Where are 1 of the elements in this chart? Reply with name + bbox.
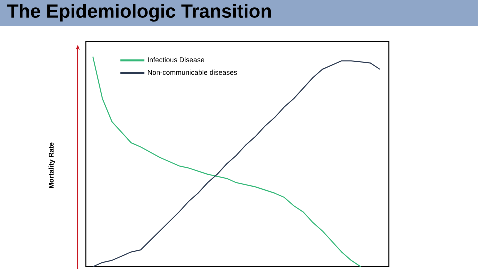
chart-title: The Epidemiologic Transition: [7, 4, 272, 22]
